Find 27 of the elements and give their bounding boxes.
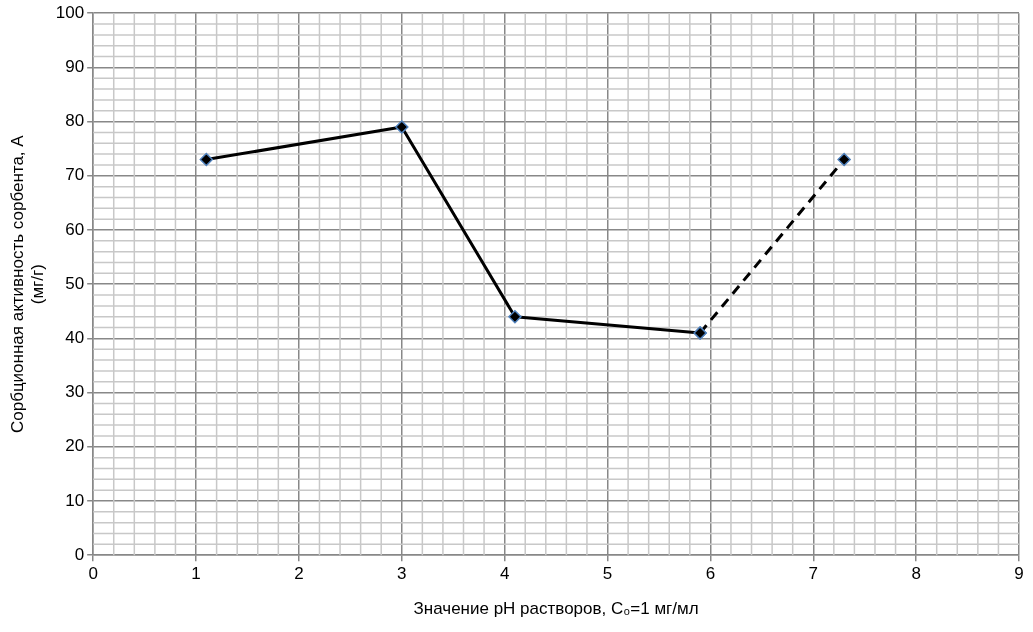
y-tick-label: 90 bbox=[65, 57, 85, 77]
point bbox=[837, 152, 851, 167]
y-tick-label: 40 bbox=[65, 328, 85, 348]
y-axis-title: Сорбционная активность сорбента, А (мг/г) bbox=[7, 134, 48, 434]
point bbox=[395, 120, 409, 134]
x-tick-label: 4 bbox=[499, 564, 510, 584]
y-tick-label: 80 bbox=[65, 111, 85, 131]
y-tick-label: 20 bbox=[65, 436, 85, 456]
y-tick-label: 0 bbox=[74, 544, 85, 564]
point bbox=[199, 152, 214, 167]
x-axis-title: Значение pH растворов, C₀=1 мг/мл bbox=[413, 599, 699, 619]
y-tick-label: 100 bbox=[55, 2, 85, 22]
y-tick-label: 70 bbox=[65, 165, 85, 185]
x-tick-label: 1 bbox=[191, 564, 201, 584]
x-tick-label: 2 bbox=[294, 564, 304, 584]
y-tick-label: 50 bbox=[65, 273, 85, 293]
x-tick-label: 8 bbox=[911, 564, 921, 584]
x-tick-label: 3 bbox=[397, 564, 407, 584]
y-tick-label: 60 bbox=[65, 219, 85, 239]
point bbox=[508, 309, 522, 324]
y-tick-label: 10 bbox=[65, 490, 85, 510]
x-tick-label: 7 bbox=[808, 564, 818, 584]
x-tick-label: 9 bbox=[1014, 564, 1024, 584]
x-tick-label: 0 bbox=[88, 564, 98, 584]
y-tick-label: 30 bbox=[65, 382, 85, 402]
x-tick-label: 6 bbox=[705, 564, 716, 584]
x-tick-label: 5 bbox=[602, 564, 613, 584]
